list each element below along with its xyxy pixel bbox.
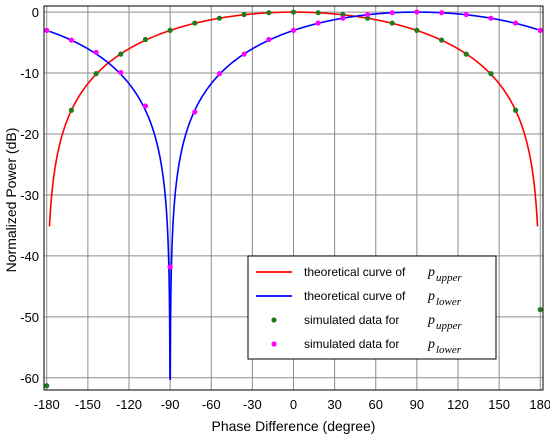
point-upper-0: [44, 383, 50, 389]
legend-subscript-1: lower: [436, 296, 462, 308]
point-upper-19: [512, 107, 519, 113]
legend-symbol-2: p: [427, 313, 435, 328]
point-lower-9: [266, 36, 272, 43]
point-lower-19: [512, 20, 519, 26]
x-tick-label-5: -30: [243, 397, 262, 412]
point-upper-6: [192, 20, 198, 26]
point-upper-12: [340, 11, 346, 18]
point-lower-8: [241, 51, 247, 57]
point-lower-14: [389, 10, 395, 16]
legend-label-2: simulated data for: [304, 313, 399, 327]
point-upper-15: [414, 27, 420, 33]
point-upper-13: [364, 15, 371, 21]
y-tick-label-2: -20: [20, 127, 39, 142]
y-tick-label-1: -10: [20, 66, 39, 81]
y-tick-labels: 0 -10 -20 -30 -40 -50 -60: [20, 5, 39, 386]
point-upper-20: [537, 306, 543, 313]
point-lower-10: [290, 27, 297, 33]
x-tick-label-4: -60: [202, 397, 221, 412]
point-lower-2: [93, 49, 99, 55]
point-upper-14: [389, 20, 395, 26]
point-upper-7: [216, 15, 223, 21]
point-lower-4: [142, 103, 149, 109]
point-upper-5: [167, 27, 173, 33]
x-tick-label-2: -120: [116, 397, 142, 412]
y-tick-label-6: -60: [20, 371, 39, 386]
point-lower-0: [44, 27, 50, 33]
x-tick-label-12: 180: [529, 397, 550, 412]
point-upper-2: [93, 71, 99, 77]
point-upper-8: [241, 11, 247, 18]
point-upper-9: [266, 10, 272, 16]
x-tick-label-9: 90: [410, 397, 424, 412]
legend-subscript-3: lower: [436, 344, 462, 356]
point-lower-12: [340, 15, 346, 21]
point-upper-10: [290, 9, 297, 15]
y-axis-label: Normalized Power (dB): [3, 128, 19, 273]
legend-subscript-2: upper: [436, 320, 462, 332]
point-lower-1: [68, 37, 75, 43]
simulated-points: [44, 9, 543, 389]
legend-label-0: theoretical curve of: [304, 265, 406, 279]
point-lower-7: [216, 71, 223, 77]
point-lower-17: [463, 11, 469, 18]
point-lower-11: [315, 20, 321, 26]
x-tick-label-8: 60: [369, 397, 383, 412]
y-tick-label-0: 0: [32, 5, 39, 20]
point-lower-16: [438, 10, 445, 16]
point-upper-4: [142, 36, 149, 43]
legend-subscript-0: upper: [436, 272, 462, 284]
x-tick-label-6: 0: [290, 397, 297, 412]
x-tick-label-3: -90: [161, 397, 180, 412]
point-lower-3: [118, 69, 124, 76]
legend-symbol-3: p: [427, 337, 435, 352]
legend-marker-3: [271, 341, 277, 347]
x-tick-label-11: 150: [488, 397, 510, 412]
x-tick-label-1: -150: [75, 397, 101, 412]
plot-frame: [43, 5, 544, 391]
x-tick-label-10: 120: [447, 397, 469, 412]
x-tick-label-7: 30: [327, 397, 341, 412]
point-upper-11: [315, 10, 321, 16]
legend-label-1: theoretical curve of: [304, 289, 406, 303]
x-tick-labels: -180 -150 -120 -90 -60 -30 0 30 60 90 120 150 180: [34, 397, 550, 412]
x-tick-label-0: -180: [34, 397, 60, 412]
point-upper-3: [118, 51, 124, 57]
point-upper-17: [463, 51, 469, 57]
point-upper-16: [438, 37, 445, 43]
y-tick-label-3: -30: [20, 188, 39, 203]
point-upper-1: [68, 107, 75, 113]
point-lower-18: [488, 15, 494, 21]
y-tick-label-4: -40: [20, 249, 39, 264]
y-tick-label-5: -50: [20, 310, 39, 325]
point-lower-15: [414, 9, 420, 15]
point-lower-13: [364, 11, 371, 18]
legend-box: [247, 255, 497, 360]
x-axis-label: Phase Difference (degree): [212, 418, 376, 434]
legend-symbol-0: p: [427, 265, 435, 280]
point-lower-6: [192, 109, 198, 115]
point-lower-5: [167, 264, 173, 270]
legend-marker-2: [271, 317, 277, 323]
point-upper-18: [488, 71, 494, 77]
legend-symbol-1: p: [427, 289, 435, 304]
legend-label-3: simulated data for: [304, 337, 399, 351]
point-lower-20: [537, 27, 543, 33]
